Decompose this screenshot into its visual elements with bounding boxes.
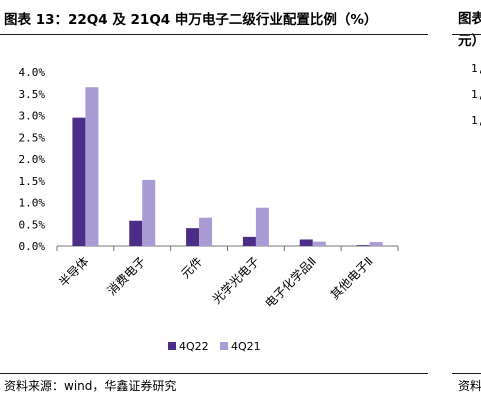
right-panel-tick-labels: 1, 1, 1, [471, 62, 481, 140]
x-category-label: 电子化学品Ⅱ [262, 254, 319, 311]
legend-label-4q22: 4Q22 [179, 340, 209, 353]
y-tick-label: 3.5% [19, 88, 46, 101]
x-category-label: 元件 [178, 254, 205, 281]
bar-4q22 [242, 236, 256, 246]
legend-swatch-4q21 [220, 342, 228, 350]
legend-swatch-4q22 [168, 342, 176, 350]
bar-4q22 [129, 220, 143, 246]
bar-4q21 [369, 242, 383, 246]
right-source-divider [452, 373, 481, 374]
right-tick-label: 1, [471, 62, 481, 75]
y-tick-label: 0.5% [19, 218, 46, 231]
right-source-note: 资料 [458, 379, 481, 393]
bar-4q21 [142, 179, 156, 246]
y-tick-label: 1.5% [19, 175, 46, 188]
x-category-label: 消费电子 [105, 254, 149, 298]
y-tick-label: 1.0% [19, 197, 46, 210]
right-panel-divider [452, 34, 481, 35]
x-category-label: 半导体 [56, 254, 91, 289]
y-tick-label: 4.0% [19, 66, 46, 79]
source-divider [0, 373, 428, 374]
bar-4q21 [312, 241, 326, 246]
y-tick-label: 2.5% [19, 131, 46, 144]
bar-4q22 [299, 239, 313, 246]
y-tick-label: 3.0% [19, 110, 46, 123]
bar-4q22 [186, 228, 200, 246]
bar-4q21 [199, 217, 213, 246]
right-panel-title: 图表 元） [458, 11, 481, 49]
legend-label-4q21: 4Q21 [231, 340, 261, 353]
y-tick-label: 0.0% [19, 240, 46, 253]
chart-title: 图表 13：22Q4 及 21Q4 申万电子二级行业配置比例（%） [4, 12, 378, 28]
y-tick-label: 2.0% [19, 153, 46, 166]
bar-4q21 [85, 87, 99, 246]
bar-4q22 [72, 117, 86, 246]
right-tick-label: 1, [471, 88, 481, 101]
right-tick-label: 1, [471, 114, 481, 127]
bar-4q21 [255, 207, 269, 246]
bar-4q22 [356, 245, 370, 246]
source-note: 资料来源：wind，华鑫证券研究 [4, 379, 177, 393]
x-category-label: 其他电子Ⅱ [328, 254, 376, 302]
bar-chart: 4.0% 3.5% 3.0% 2.5% 2.0% 1.5% 1.0% 0.5% 0.0% 半导体消… [19, 66, 399, 353]
x-category-label: 光学光电子 [209, 254, 262, 307]
title-divider [0, 34, 428, 35]
